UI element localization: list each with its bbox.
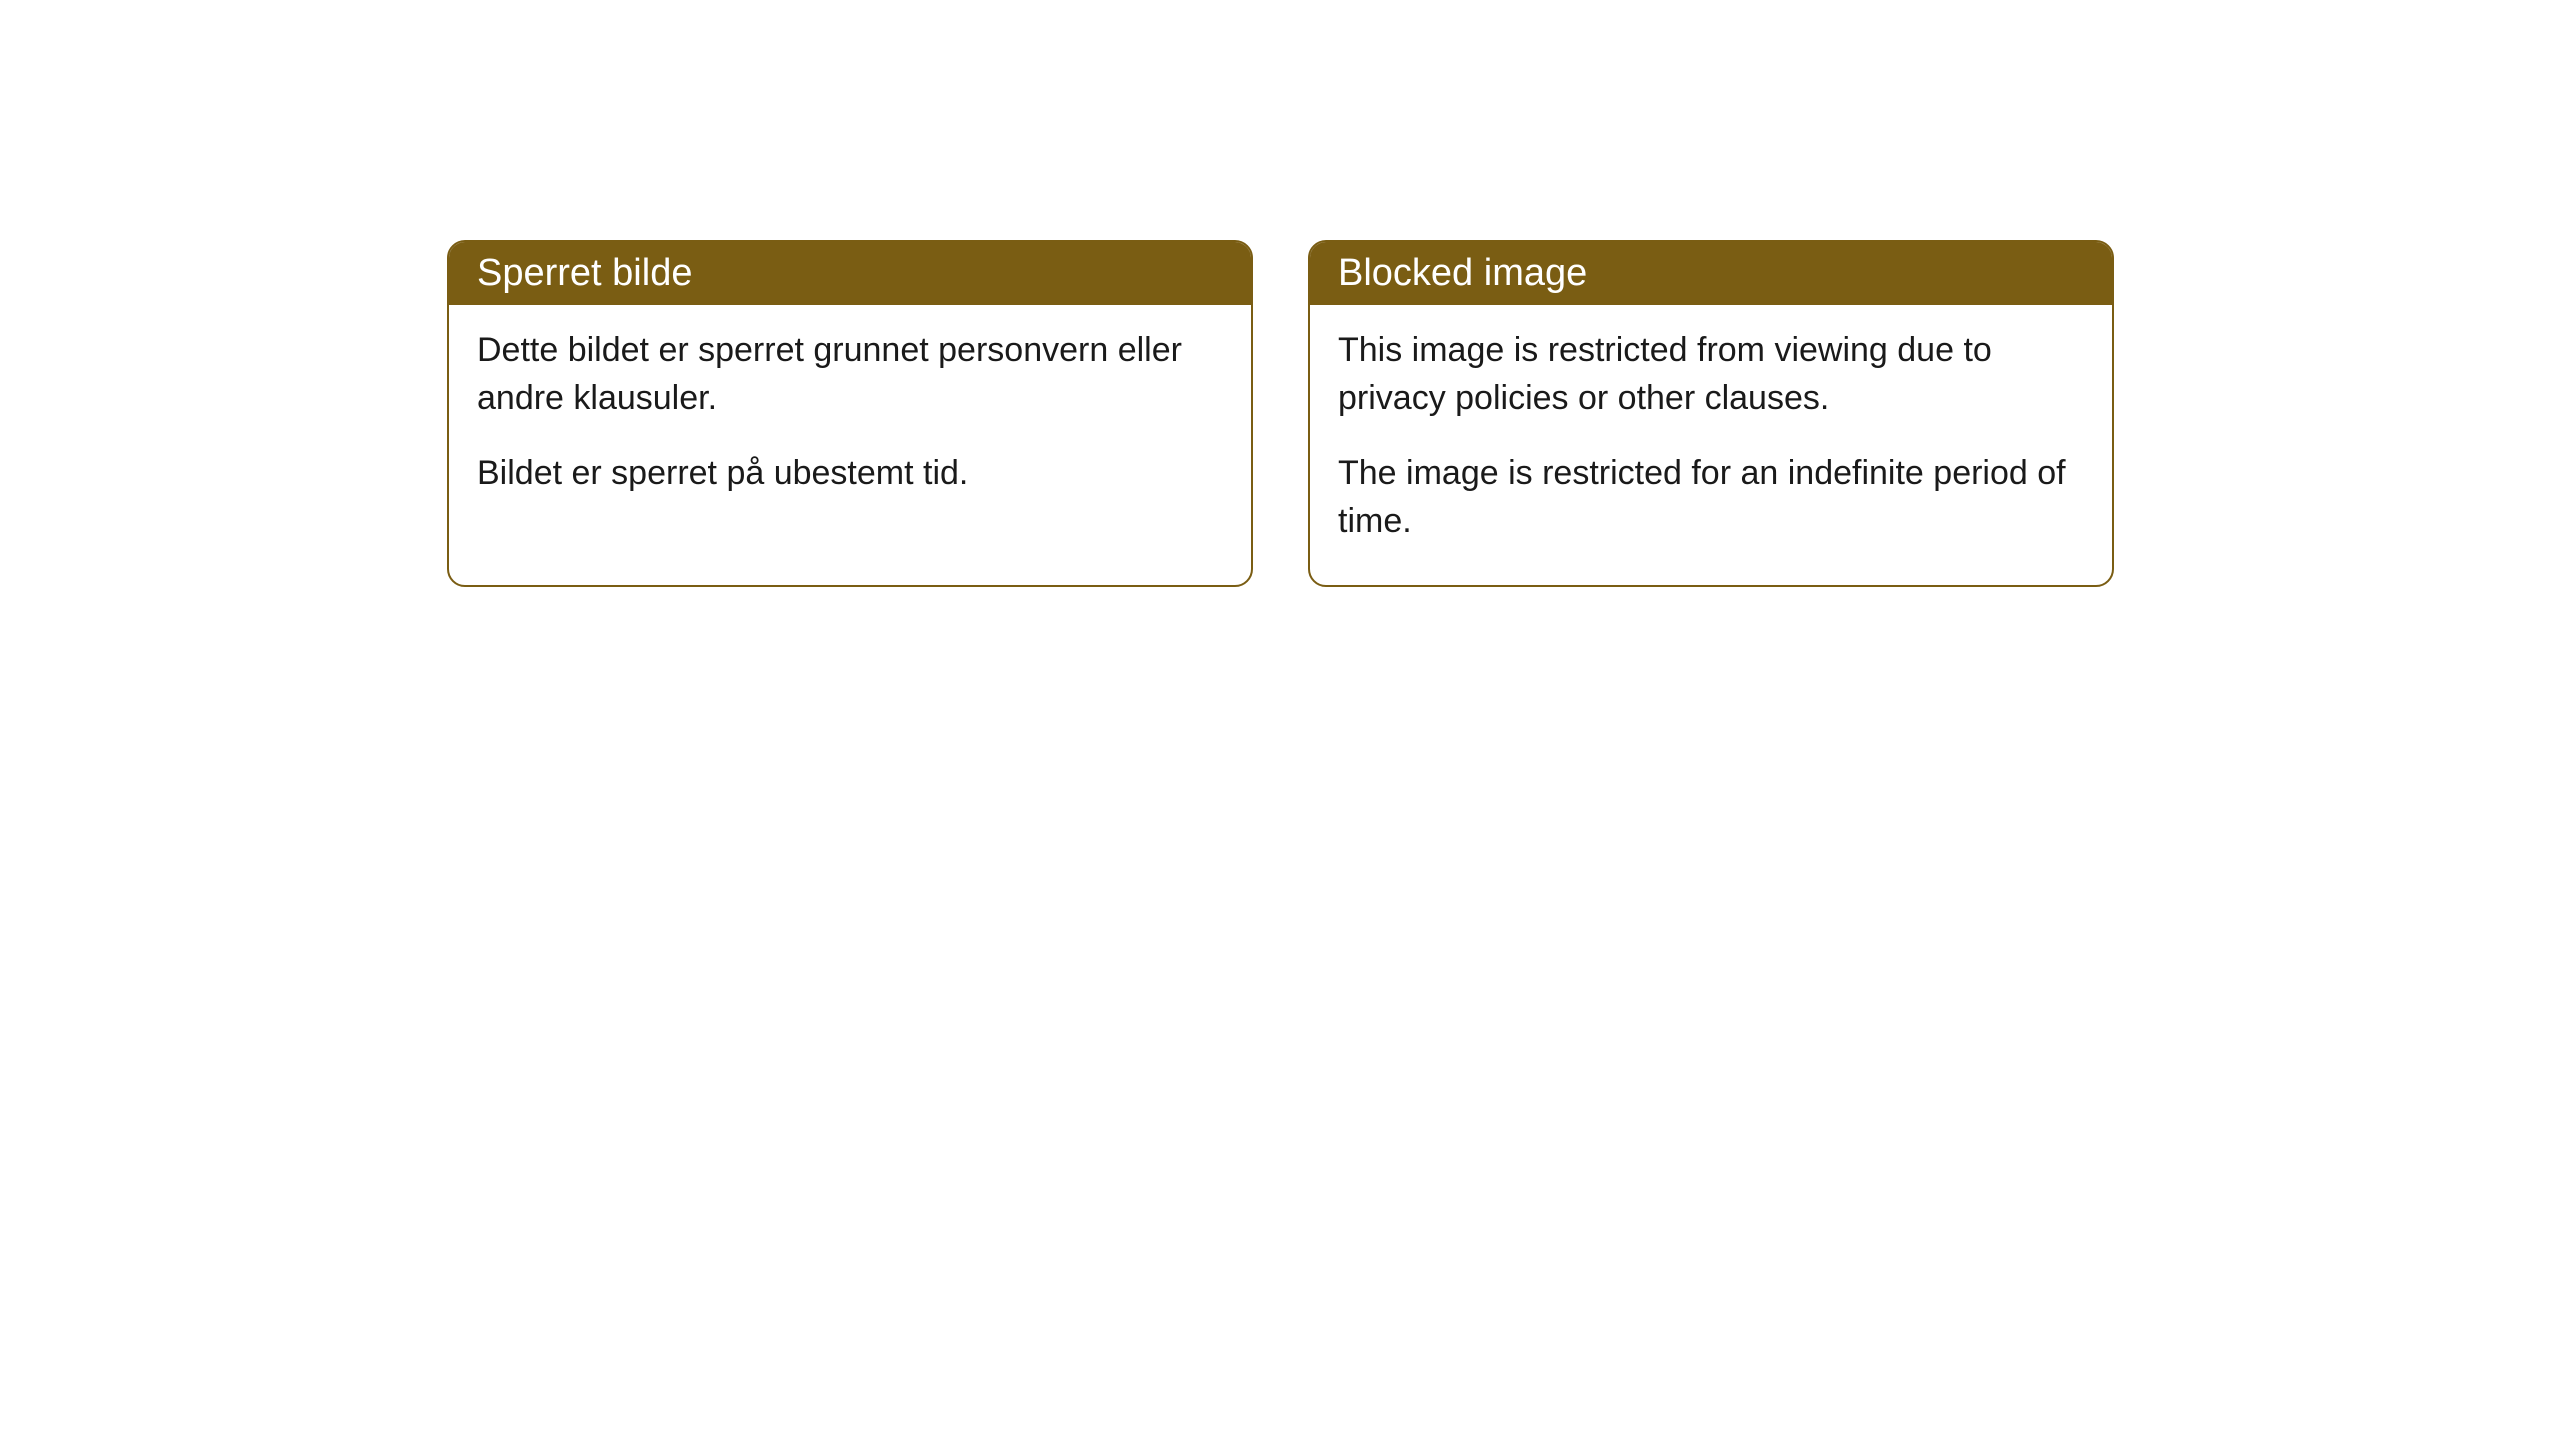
card-body: This image is restricted from viewing du… — [1310, 305, 2112, 585]
card-paragraph: Bildet er sperret på ubestemt tid. — [477, 450, 1223, 498]
card-paragraph: The image is restricted for an indefinit… — [1338, 450, 2084, 545]
blocked-image-card-norwegian: Sperret bilde Dette bildet er sperret gr… — [447, 240, 1253, 587]
card-body: Dette bildet er sperret grunnet personve… — [449, 305, 1251, 538]
card-header: Blocked image — [1310, 242, 2112, 305]
card-header: Sperret bilde — [449, 242, 1251, 305]
card-paragraph: This image is restricted from viewing du… — [1338, 327, 2084, 422]
blocked-image-card-english: Blocked image This image is restricted f… — [1308, 240, 2114, 587]
card-paragraph: Dette bildet er sperret grunnet personve… — [477, 327, 1223, 422]
card-title: Sperret bilde — [477, 252, 692, 294]
card-title: Blocked image — [1338, 252, 1587, 294]
notice-cards-container: Sperret bilde Dette bildet er sperret gr… — [447, 240, 2114, 587]
